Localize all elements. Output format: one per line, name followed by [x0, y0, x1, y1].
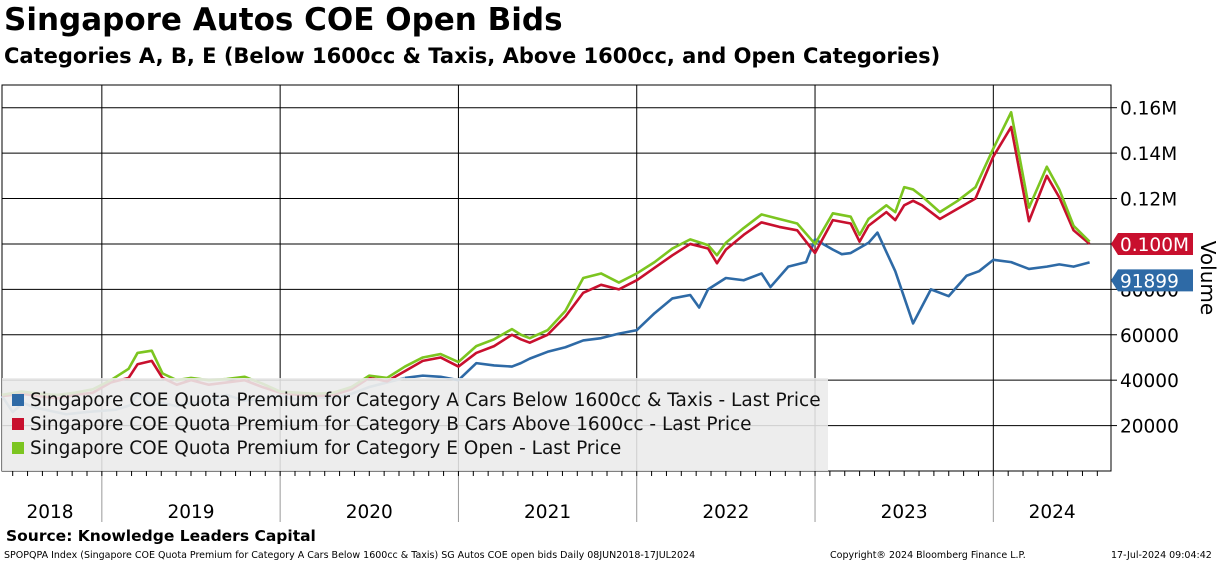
- chart-title: Singapore Autos COE Open Bids: [4, 2, 563, 38]
- y-tick-label: 0.14M: [1120, 144, 1177, 165]
- x-year-label: 2018: [26, 502, 73, 523]
- source-note: Source: Knowledge Leaders Capital: [6, 527, 316, 545]
- series-line-cat-b: [1, 125, 1091, 400]
- x-year-label: 2019: [167, 502, 214, 523]
- plot-frame: [1, 84, 1112, 472]
- y-tick-label: 20000: [1120, 417, 1179, 438]
- x-year-label: 2021: [524, 502, 571, 523]
- legend-label-cat-e: Singapore COE Quota Premium for Category…: [30, 437, 622, 459]
- last-value-label-cat-a: 91899: [1120, 271, 1179, 292]
- y-tick-label: 0.16M: [1120, 99, 1177, 120]
- last-value-badge-cat-b: 0.100M: [1111, 232, 1193, 256]
- x-year-label: 2020: [346, 502, 393, 523]
- legend-item-cat-b[interactable]: Singapore COE Quota Premium for Category…: [12, 412, 752, 436]
- last-value-badge-cat-a: 91899: [1111, 269, 1193, 292]
- legend-item-cat-a[interactable]: Singapore COE Quota Premium for Category…: [12, 388, 821, 412]
- footer-copyright: Copyright® 2024 Bloomberg Finance L.P.: [830, 550, 1026, 561]
- series-line-cat-a: [404, 231, 1090, 382]
- chart-legend: Singapore COE Quota Premium for Category…: [2, 378, 828, 471]
- y-tick-label: 0.12M: [1120, 190, 1177, 211]
- y-tick-label: 40000: [1120, 371, 1179, 392]
- y-tick-label: 60000: [1120, 326, 1179, 347]
- legend-swatch-cat-e: [12, 442, 24, 454]
- y-axis-label: Volume: [1196, 241, 1220, 315]
- x-year-label: 2022: [702, 502, 749, 523]
- legend-label-cat-b: Singapore COE Quota Premium for Category…: [30, 413, 752, 435]
- footer-index-description: SPOPQPA Index (Singapore COE Quota Premi…: [4, 550, 696, 561]
- legend-item-cat-e[interactable]: Singapore COE Quota Premium for Category…: [12, 436, 621, 460]
- last-value-label-cat-b: 0.100M: [1120, 235, 1189, 256]
- x-year-label: 2024: [1029, 502, 1076, 523]
- footer-timestamp: 17-Jul-2024 09:04:42: [1111, 550, 1212, 561]
- chart-subtitle: Categories A, B, E (Below 1600cc & Taxis…: [4, 44, 941, 68]
- legend-swatch-cat-a: [12, 394, 24, 406]
- legend-swatch-cat-b: [12, 418, 24, 430]
- legend-label-cat-a: Singapore COE Quota Premium for Category…: [30, 389, 821, 411]
- x-year-label: 2023: [881, 502, 928, 523]
